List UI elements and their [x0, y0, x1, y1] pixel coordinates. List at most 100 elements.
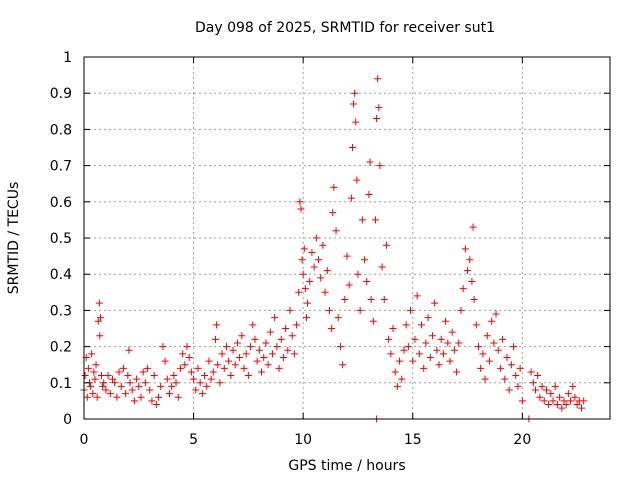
- data-point: [293, 321, 301, 329]
- data-point: [332, 227, 340, 235]
- data-point: [222, 343, 230, 351]
- data-point: [231, 361, 239, 369]
- data-point: [91, 375, 99, 383]
- data-point: [83, 393, 91, 401]
- data-point: [194, 364, 202, 372]
- data-point: [296, 198, 304, 206]
- data-point: [308, 248, 316, 256]
- y-axis-label: SRMTID / TECUs: [6, 182, 22, 295]
- data-point: [345, 281, 353, 289]
- data-point: [461, 245, 469, 253]
- data-point: [466, 256, 474, 264]
- x-tick-label: 5: [189, 432, 198, 448]
- data-point: [542, 386, 550, 394]
- data-point: [531, 386, 539, 394]
- data-point: [126, 379, 134, 387]
- data-point: [319, 241, 327, 249]
- data-point: [266, 328, 274, 336]
- data-point: [181, 361, 189, 369]
- data-point: [133, 375, 141, 383]
- data-point: [236, 353, 244, 361]
- data-point: [90, 368, 98, 376]
- data-point: [418, 321, 426, 329]
- data-point: [249, 321, 257, 329]
- data-point: [141, 379, 149, 387]
- data-point: [94, 317, 102, 325]
- data-point: [117, 382, 125, 390]
- data-point: [242, 350, 250, 358]
- data-point: [551, 382, 559, 390]
- data-point: [150, 372, 158, 380]
- data-point: [98, 372, 106, 380]
- data-point: [409, 357, 417, 365]
- data-point: [483, 332, 491, 340]
- data-point: [165, 390, 173, 398]
- data-point: [393, 382, 401, 390]
- data-point: [225, 357, 233, 365]
- data-point: [168, 382, 176, 390]
- data-point: [325, 306, 333, 314]
- data-point: [547, 390, 555, 398]
- data-point: [424, 314, 432, 322]
- data-point: [155, 393, 163, 401]
- data-point: [128, 386, 136, 394]
- data-point: [353, 176, 361, 184]
- data-point: [302, 314, 310, 322]
- data-point: [439, 350, 447, 358]
- data-point: [227, 372, 235, 380]
- data-point: [396, 357, 404, 365]
- data-point: [556, 393, 564, 401]
- data-point: [88, 350, 96, 358]
- data-point: [540, 397, 548, 405]
- data-point: [341, 296, 349, 304]
- axis-ticks: 00.10.20.30.40.50.60.70.80.910 5 10 15 20: [50, 50, 610, 448]
- data-point: [144, 364, 152, 372]
- data-point: [488, 317, 496, 325]
- data-point: [329, 209, 337, 217]
- data-point: [301, 285, 309, 293]
- data-point: [260, 353, 268, 361]
- data-point: [398, 375, 406, 383]
- data-point: [304, 299, 312, 307]
- data-point: [146, 386, 154, 394]
- data-point: [567, 397, 575, 405]
- data-point: [214, 361, 222, 369]
- data-point: [315, 256, 323, 264]
- data-point: [468, 277, 476, 285]
- data-point: [499, 335, 507, 343]
- data-point: [545, 401, 553, 409]
- data-point: [391, 368, 399, 376]
- data-point: [135, 382, 143, 390]
- data-point: [469, 223, 477, 231]
- data-point: [479, 350, 487, 358]
- data-point: [470, 296, 478, 304]
- data-point: [81, 372, 89, 380]
- data-point: [347, 194, 355, 202]
- data-point: [306, 277, 314, 285]
- data-point: [514, 382, 522, 390]
- data-point: [212, 335, 219, 343]
- data-point: [382, 241, 390, 249]
- data-point: [472, 321, 480, 329]
- data-point: [450, 346, 458, 354]
- data-point: [271, 314, 279, 322]
- data-point: [378, 263, 386, 271]
- data-point: [510, 343, 518, 351]
- data-point: [536, 393, 544, 401]
- y-tick-label: 0.3: [50, 303, 72, 319]
- data-point: [139, 368, 147, 376]
- data-point: [159, 343, 167, 351]
- y-tick-label: 0.6: [50, 195, 72, 211]
- data-point: [507, 361, 515, 369]
- data-point: [516, 364, 524, 372]
- data-point: [229, 346, 237, 354]
- data-point: [457, 306, 465, 314]
- data-point: [407, 306, 415, 314]
- data-point: [218, 350, 226, 358]
- data-point: [501, 375, 509, 383]
- data-point: [367, 296, 375, 304]
- data-point: [190, 375, 198, 383]
- y-tick-label: 0.4: [50, 267, 72, 283]
- data-point: [350, 100, 358, 108]
